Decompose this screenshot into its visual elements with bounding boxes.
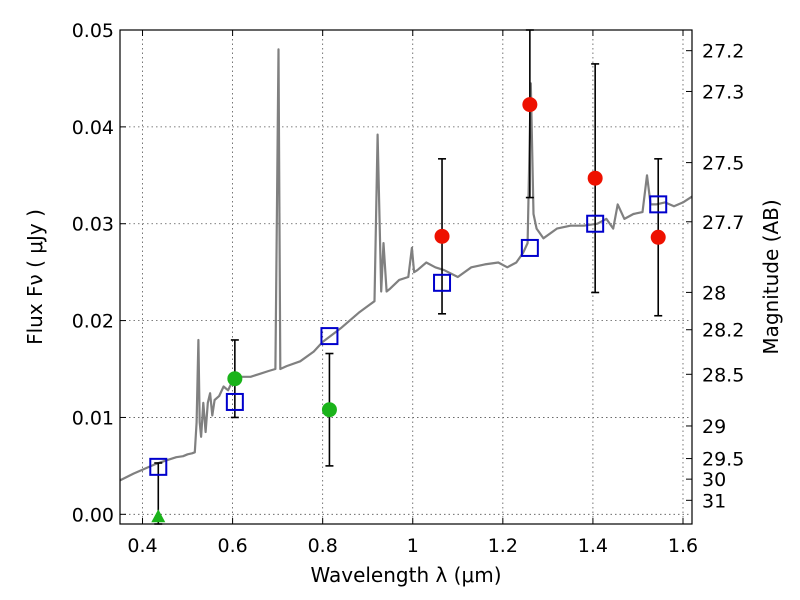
magnitude-tick-label: 30 <box>702 469 726 491</box>
magnitude-tick-label: 27.5 <box>702 153 744 175</box>
green-data-point <box>321 402 337 418</box>
green-data-point <box>227 371 243 387</box>
red-data-point <box>650 229 666 245</box>
ticks: 0.4 0.6 0.8 1 1.2 1.4 1.6 0.00 0.01 0.02 0.03 0.04 0… <box>72 20 745 557</box>
y-tick-label: 0.03 <box>72 214 114 236</box>
template-spectrum <box>119 48 693 482</box>
x-tick-label: 1.6 <box>668 535 698 557</box>
template-line <box>119 48 693 482</box>
y-tick-label: 0.04 <box>72 117 114 139</box>
y-tick-label: 0.01 <box>72 407 114 429</box>
model-square <box>320 327 339 346</box>
model-square <box>520 238 539 257</box>
magnitude-tick-label: 27.3 <box>702 81 744 103</box>
y-tick-label: 0.05 <box>72 20 114 42</box>
magnitude-tick-label: 29.5 <box>702 449 744 471</box>
x-tick-label: 0.6 <box>217 535 247 557</box>
magnitude-tick-label: 27.2 <box>702 41 744 63</box>
magnitude-tick-label: 27.7 <box>702 212 744 234</box>
x-tick-label: 1.4 <box>578 535 608 557</box>
markers <box>149 97 668 523</box>
green-upper-limit-triangle <box>151 509 166 523</box>
model-square <box>433 273 452 292</box>
model-square <box>586 214 605 233</box>
red-data-point <box>587 170 603 186</box>
x-tick-label: 1 <box>407 535 419 557</box>
magnitude-tick-label: 31 <box>702 490 726 512</box>
magnitude-tick-label: 29 <box>702 416 726 438</box>
y-tick-label: 0.00 <box>72 504 114 526</box>
model-square <box>225 392 244 411</box>
plot-frame <box>119 29 693 525</box>
x-tick-label: 0.4 <box>127 535 157 557</box>
magnitude-tick-label: 28 <box>702 282 726 304</box>
x-tick-label: 0.8 <box>308 535 338 557</box>
model-square <box>649 195 668 214</box>
red-data-point <box>434 228 450 244</box>
model-square <box>149 457 168 476</box>
y-tick-label: 0.02 <box>72 311 114 333</box>
magnitude-axis-label: Magnitude (AB) <box>759 199 783 354</box>
red-data-point <box>522 97 538 113</box>
x-axis-label: Wavelength λ (μm) <box>310 563 501 587</box>
y-axis-label: Flux Fν ( μJy ) <box>23 209 47 345</box>
x-tick-label: 1.2 <box>488 535 518 557</box>
magnitude-tick-label: 28.2 <box>702 320 744 342</box>
magnitude-tick-label: 28.5 <box>702 364 744 386</box>
